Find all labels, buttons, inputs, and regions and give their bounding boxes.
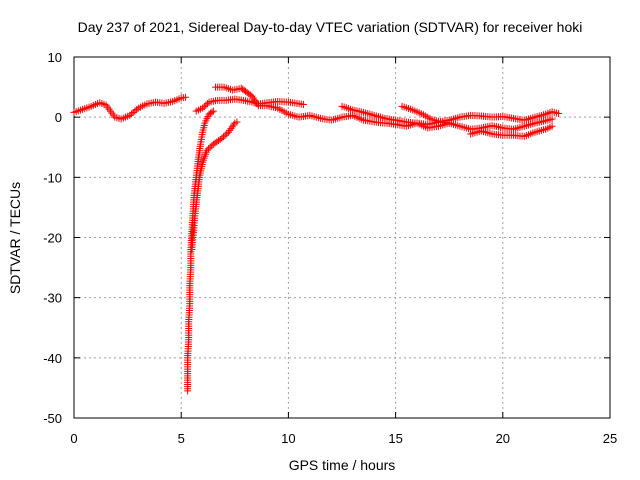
x-tick-label: 20: [496, 431, 510, 446]
data-point: [299, 101, 307, 109]
data-point: [203, 146, 211, 154]
y-tick-label: -40: [43, 351, 62, 366]
x-tick-label: 10: [281, 431, 295, 446]
data-point: [133, 106, 141, 114]
data-point: [126, 111, 134, 119]
data-point: [218, 134, 226, 142]
y-axis-title: SDTVAR / TECUs: [7, 182, 23, 294]
data-point: [233, 118, 241, 126]
data-point: [205, 145, 213, 153]
x-tick-label: 25: [603, 431, 617, 446]
data-point: [246, 91, 254, 99]
data-marks: [70, 83, 563, 395]
data-point: [220, 133, 228, 141]
y-tick-label: 0: [55, 110, 62, 125]
series-track-6: [338, 102, 563, 128]
series-track-3: [188, 118, 241, 254]
y-tick-label: -20: [43, 231, 62, 246]
series-track-8: [467, 122, 556, 140]
series-track-5: [212, 83, 453, 132]
data-point: [223, 130, 231, 138]
data-point: [230, 121, 238, 129]
data-point: [202, 101, 210, 109]
data-point: [548, 115, 556, 123]
data-point: [181, 93, 189, 101]
x-tick-label: 5: [178, 431, 185, 446]
data-point: [208, 108, 216, 116]
data-point: [221, 131, 229, 139]
data-point: [127, 110, 135, 118]
series-track-1: [70, 93, 189, 123]
data-point: [200, 103, 208, 111]
data-point: [227, 125, 235, 133]
x-tick-label: 15: [388, 431, 402, 446]
series-track-2: [184, 107, 217, 395]
data-point: [226, 126, 234, 134]
data-point: [555, 110, 563, 118]
data-point: [203, 100, 211, 108]
y-tick-label: -50: [43, 411, 62, 426]
axis-tick-labels: 0 5 10 15 20 25 10 0 -10 -20 -30 -40 -50: [43, 50, 617, 446]
data-point: [129, 108, 137, 116]
axis-ticks: [73, 56, 611, 419]
y-tick-label: -10: [43, 170, 62, 185]
data-point: [206, 143, 214, 151]
data-point: [199, 104, 207, 112]
data-point: [224, 128, 232, 136]
chart-title: Day 237 of 2021, Sidereal Day-to-day VTE…: [78, 19, 583, 35]
data-point: [548, 122, 556, 130]
data-point: [228, 123, 236, 131]
data-point: [131, 107, 139, 115]
y-tick-label: 10: [48, 50, 62, 65]
data-point: [209, 107, 217, 115]
y-tick-label: -30: [43, 291, 62, 306]
grid: [74, 57, 610, 418]
x-axis-title: GPS time / hours: [289, 457, 396, 473]
x-tick-label: 0: [70, 431, 77, 446]
